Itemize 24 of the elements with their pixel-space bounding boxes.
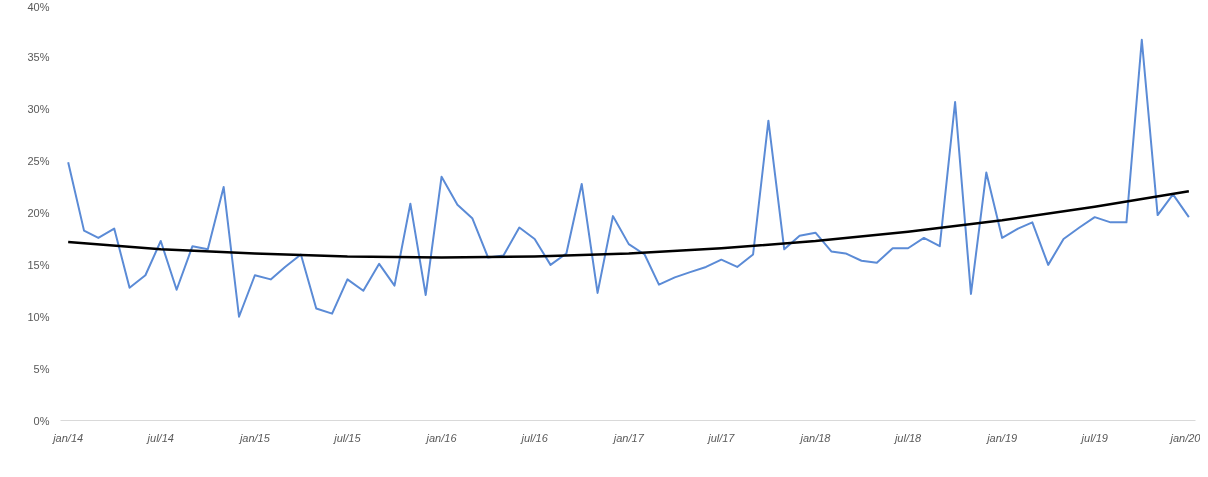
y-tick-label: 20% [27,207,50,219]
line-series [67,38,1190,318]
line-series [66,189,1191,259]
y-tick-label: 10% [27,310,50,323]
x-tick-label: jan/20 [1168,431,1202,444]
y-tick-label: 0% [33,414,50,427]
y-tick-label: 40% [27,0,50,13]
y-tick-label: 30% [27,103,50,116]
y-tick-label: 5% [33,362,50,375]
x-tick-label: jan/17 [611,431,645,444]
x-tick-label: jan/18 [798,431,832,444]
y-tick-label: 15% [27,258,50,271]
x-tick-label: jul/15 [332,431,362,444]
x-tick-label: jan/16 [424,431,458,444]
y-tick-label: 25% [27,155,50,168]
x-tick-label: jul/18 [892,431,923,444]
y-tick-label: 35% [27,51,50,64]
x-tick-label: jan/14 [51,431,84,444]
x-tick-label: jul/17 [706,431,736,444]
x-tick-label: jul/16 [519,431,549,444]
x-tick-label: jul/14 [145,431,174,444]
x-tick-label: jan/19 [985,431,1018,444]
x-tick-label: jan/15 [237,431,271,444]
x-tick-label: jul/19 [1079,431,1108,444]
